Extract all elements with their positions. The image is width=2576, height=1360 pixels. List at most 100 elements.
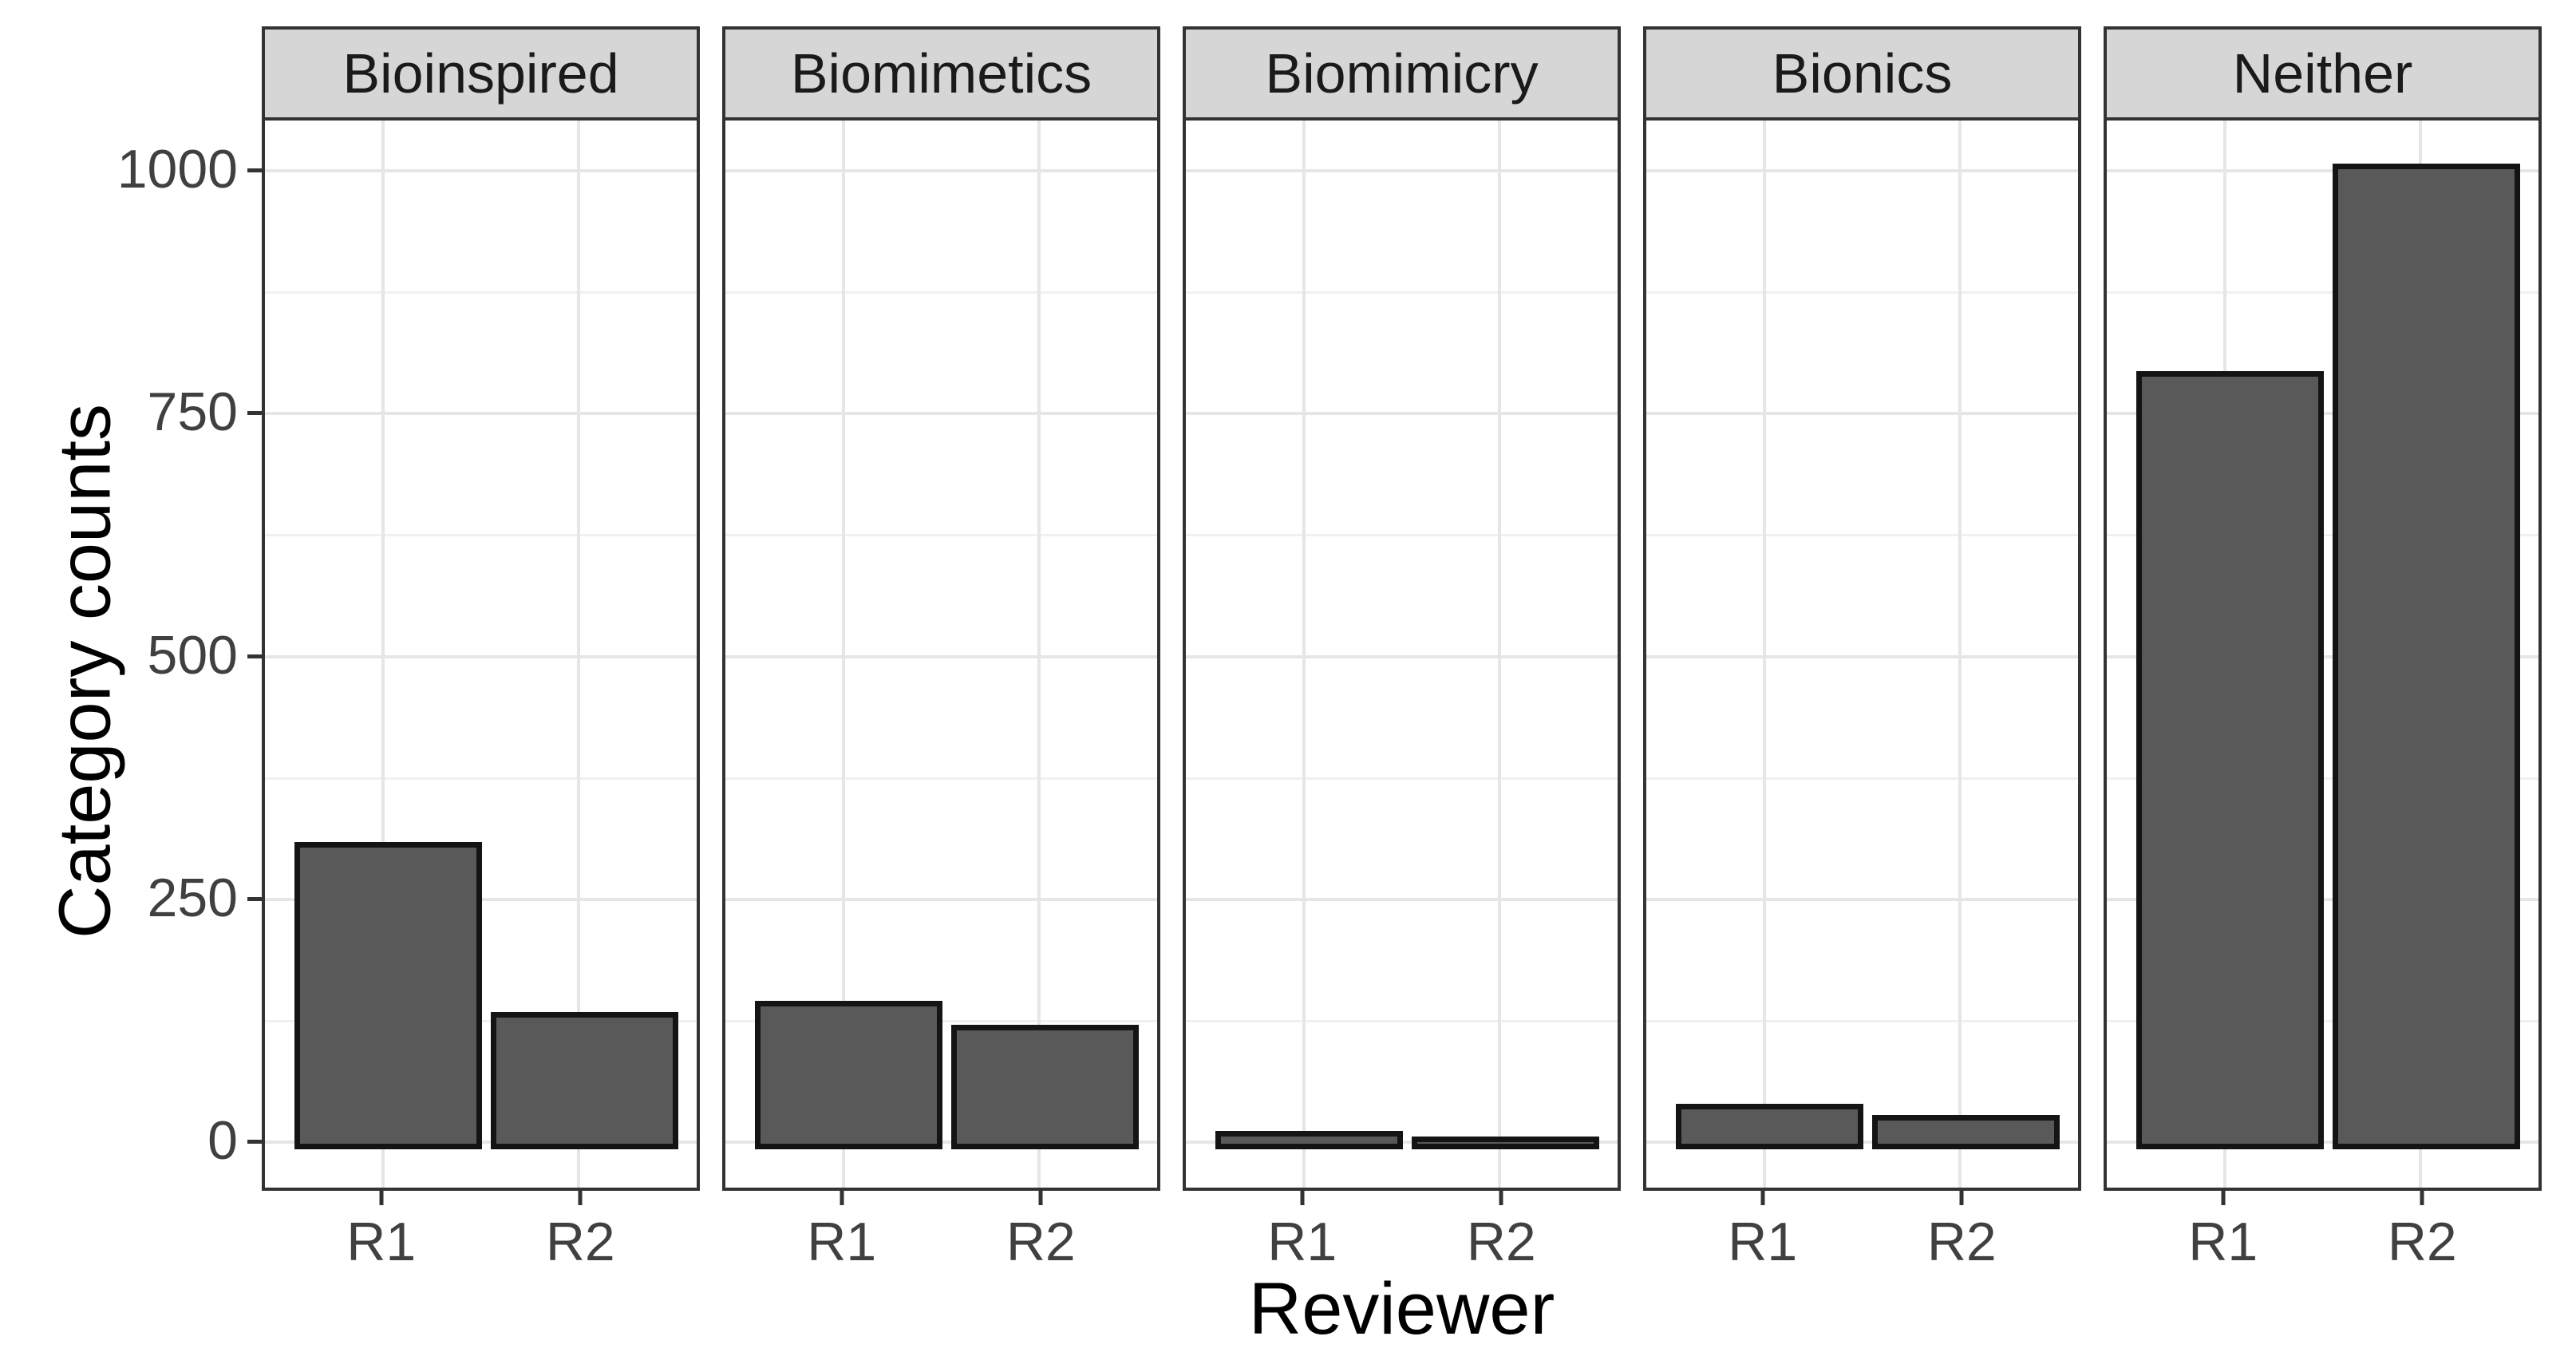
gridline-major: [725, 169, 1157, 172]
gridline-major: [1186, 897, 1618, 901]
gridline-minor: [1646, 1019, 2078, 1022]
bar-r2: [1411, 1136, 1600, 1149]
y-tick-label: 750: [147, 382, 238, 443]
facet-x-axis: R1 R2: [722, 1191, 1160, 1271]
gridline-minor: [1646, 534, 2078, 537]
gridline-vertical: [1762, 121, 1766, 1188]
gridline-major: [725, 654, 1157, 658]
y-tick-label: 500: [147, 624, 238, 686]
facet-x-axis: R1 R2: [2104, 1191, 2542, 1271]
bar-r2: [2332, 164, 2521, 1149]
x-tick-mark: [840, 1191, 844, 1205]
x-tick-label-r1: R1: [1728, 1212, 1798, 1272]
facet-bionics: Bionics R1 R2: [1643, 26, 2081, 1271]
bar-r2: [490, 1011, 679, 1149]
gridline-major: [725, 412, 1157, 416]
facet-strip-label: Biomimetics: [790, 42, 1092, 105]
bar-r1: [294, 841, 483, 1149]
facet-strip-label: Biomimicry: [1265, 42, 1539, 105]
x-tick-label-r2: R2: [545, 1212, 615, 1272]
x-tick-label-r2: R2: [1006, 1212, 1076, 1272]
gridline-minor: [1186, 1019, 1618, 1022]
facet-bioinspired: Bioinspired R1 R2: [262, 26, 700, 1271]
x-tick-mark: [1959, 1191, 1964, 1205]
gridline-major: [2107, 169, 2538, 172]
facet-strip: Biomimicry: [1183, 26, 1621, 117]
gridline-major: [1646, 897, 2078, 901]
bar-r1: [2135, 370, 2325, 1149]
y-tick-label: 0: [207, 1110, 238, 1171]
x-tick-mark: [2420, 1191, 2424, 1205]
bar-r1: [1215, 1131, 1404, 1149]
gridline-major: [1186, 412, 1618, 416]
facet-biomimetics: Biomimetics R1 R2: [722, 26, 1160, 1271]
gridline-minor: [265, 534, 697, 537]
x-tick-mark: [1760, 1191, 1765, 1205]
x-tick-label-r2: R2: [1926, 1212, 1997, 1272]
gridline-vertical: [1302, 121, 1306, 1188]
x-tick-mark: [1038, 1191, 1043, 1205]
x-tick-mark: [2221, 1191, 2226, 1205]
x-tick-label-r1: R1: [807, 1212, 877, 1272]
facet-panel: [262, 117, 700, 1191]
x-tick-label-r1: R1: [2188, 1212, 2258, 1272]
gridline-minor: [1646, 777, 2078, 780]
bar-r1: [1675, 1104, 1864, 1149]
x-tick-label-r2: R2: [1466, 1212, 1536, 1272]
gridline-minor: [265, 291, 697, 295]
gridline-major: [265, 169, 697, 172]
y-tick-mark: [247, 1140, 262, 1144]
gridline-minor: [725, 777, 1157, 780]
x-tick-mark: [1300, 1191, 1305, 1205]
gridline-vertical: [1498, 121, 1502, 1188]
y-tick-mark: [247, 168, 262, 172]
gridline-minor: [1646, 291, 2078, 295]
y-axis: 0 250 500 750 1000: [0, 117, 262, 1191]
x-tick-mark: [578, 1191, 583, 1205]
gridline-vertical: [1958, 121, 1962, 1188]
gridline-vertical: [841, 121, 845, 1188]
gridline-major: [1646, 654, 2078, 658]
gridline-minor: [265, 777, 697, 780]
facet-x-axis: R1 R2: [1183, 1191, 1621, 1271]
facet-panel: [1643, 117, 2081, 1191]
gridline-vertical: [381, 121, 385, 1188]
facet-x-axis: R1 R2: [262, 1191, 700, 1271]
gridline-major: [725, 897, 1157, 901]
y-tick-mark: [247, 411, 262, 416]
facet-strip: Bionics: [1643, 26, 2081, 117]
facet-panel: [2104, 117, 2542, 1191]
gridline-minor: [725, 291, 1157, 295]
gridline-minor: [725, 534, 1157, 537]
gridline-major: [265, 412, 697, 416]
x-tick-mark: [1499, 1191, 1503, 1205]
gridline-major: [1646, 169, 2078, 172]
x-tick-label-r1: R1: [346, 1212, 417, 1272]
facet-strip: Bioinspired: [262, 26, 700, 117]
gridline-vertical: [577, 121, 581, 1188]
gridline-minor: [2107, 291, 2538, 295]
gridline-major: [265, 654, 697, 658]
facet-strip-label: Bioinspired: [342, 42, 619, 105]
facet-biomimicry: Biomimicry R1 R2: [1183, 26, 1621, 1271]
bar-r2: [1871, 1114, 2060, 1149]
facet-strip-label: Bionics: [1772, 42, 1953, 105]
bar-r1: [754, 1001, 943, 1149]
x-tick-label-r2: R2: [2387, 1212, 2457, 1272]
gridline-minor: [1186, 777, 1618, 780]
gridline-minor: [1186, 291, 1618, 295]
facet-strip: Neither: [2104, 26, 2542, 117]
gridline-major: [1186, 654, 1618, 658]
x-tick-mark: [379, 1191, 384, 1205]
facet-x-axis: R1 R2: [1643, 1191, 2081, 1271]
facet-strip-label: Neither: [2232, 42, 2413, 105]
facet-panel: [1183, 117, 1621, 1191]
y-tick-mark: [247, 654, 262, 658]
y-tick-mark: [247, 896, 262, 901]
x-axis-title: Reviewer: [1248, 1268, 1555, 1350]
x-tick-label-r1: R1: [1267, 1212, 1337, 1272]
facet-neither: Neither R1 R2: [2104, 26, 2542, 1271]
bar-r2: [950, 1024, 1140, 1149]
y-tick-label: 1000: [117, 139, 238, 200]
